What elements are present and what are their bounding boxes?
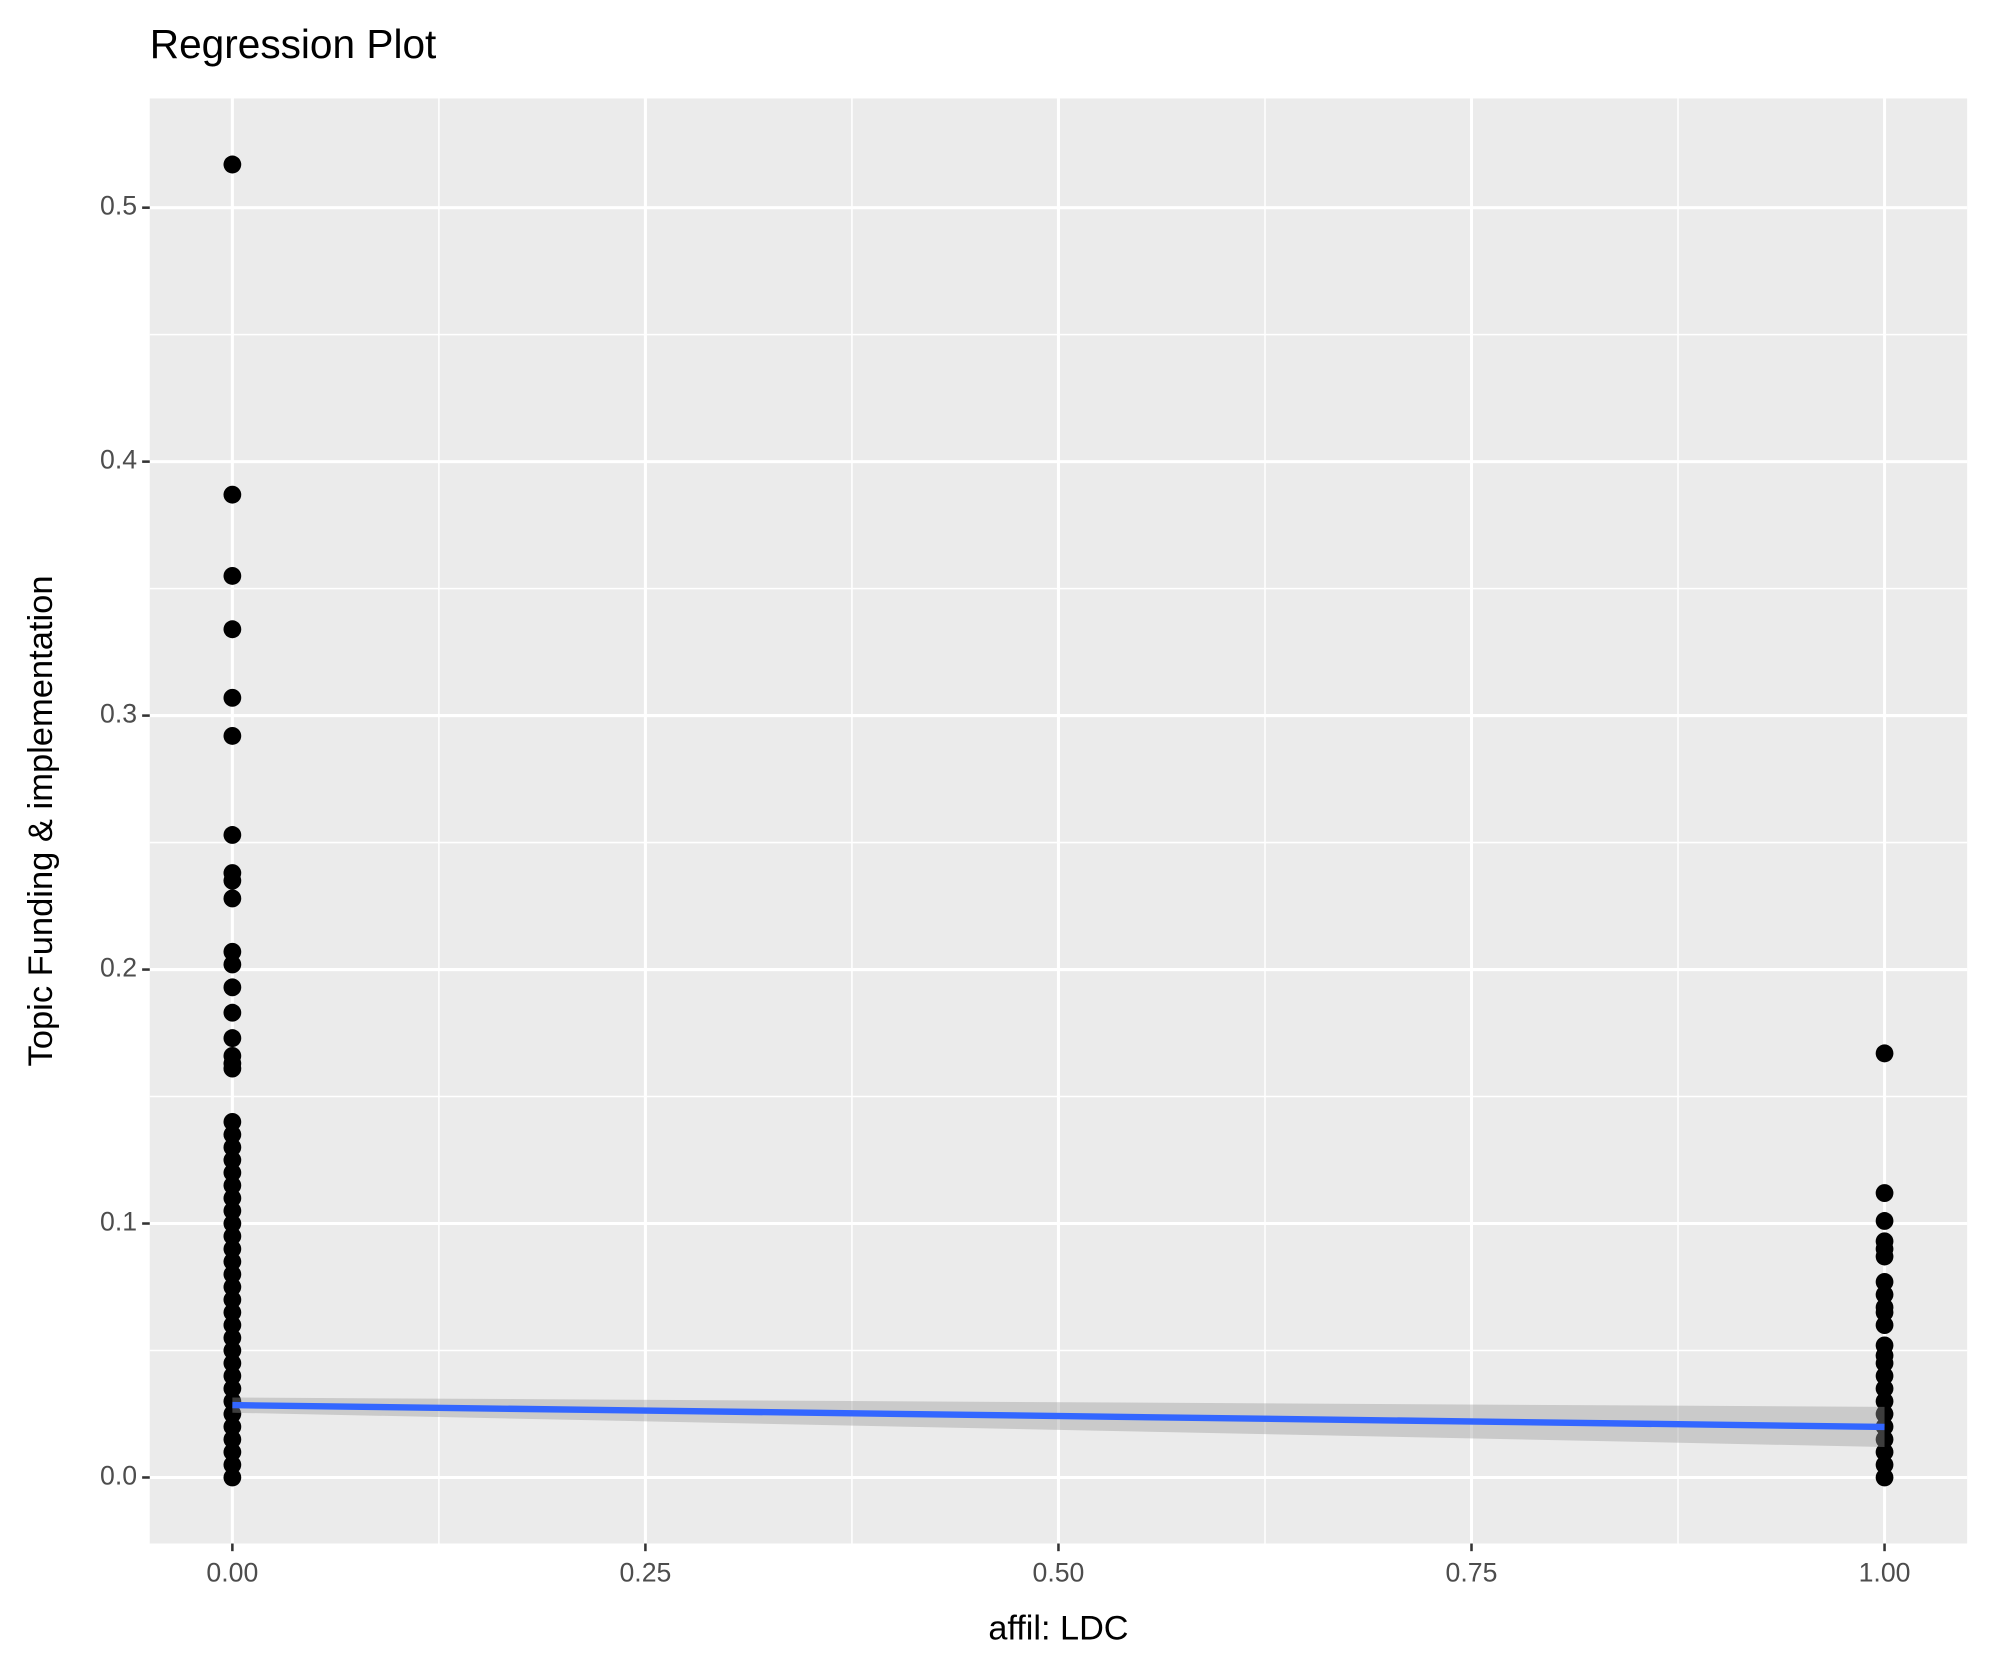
x-tick-label: 0.00 (206, 1557, 258, 1587)
point (223, 1252, 242, 1271)
point (223, 1151, 242, 1169)
point (223, 1138, 242, 1157)
point (223, 826, 242, 844)
point (223, 1443, 242, 1462)
point (223, 1430, 242, 1449)
point (1875, 1272, 1894, 1291)
point (223, 1341, 242, 1360)
point (1875, 1443, 1894, 1462)
point (223, 1029, 242, 1048)
point (223, 1227, 242, 1246)
point (223, 485, 242, 504)
point (1875, 1212, 1894, 1230)
x-tick-label: 0.75 (1446, 1557, 1498, 1587)
point (223, 1239, 242, 1258)
point (223, 1366, 242, 1385)
point (223, 1189, 242, 1208)
point (223, 1455, 242, 1474)
point (223, 688, 242, 707)
point (1875, 1430, 1894, 1449)
point (223, 1163, 242, 1182)
point (223, 1328, 242, 1347)
x-axis-title: affil: LDC (988, 1609, 1128, 1647)
point (1875, 1379, 1894, 1398)
y-tick-label: 0.2 (100, 953, 137, 983)
point (223, 1379, 242, 1398)
point (223, 942, 242, 961)
point (223, 889, 242, 908)
point (223, 1112, 242, 1131)
point (1875, 1285, 1894, 1304)
y-tick-label: 0.0 (100, 1460, 137, 1490)
point (223, 1278, 242, 1296)
y-tick-label: 0.3 (100, 699, 137, 729)
y-tick-label: 0.5 (100, 191, 137, 221)
point (223, 726, 242, 745)
point (223, 1201, 242, 1220)
point (223, 1290, 242, 1309)
point (223, 871, 242, 890)
point (1875, 1405, 1894, 1423)
point (223, 1125, 242, 1144)
point (1875, 1184, 1894, 1202)
point (223, 1405, 242, 1423)
point (223, 1468, 242, 1487)
point (223, 1316, 242, 1335)
point (1875, 1366, 1894, 1385)
y-tick-label: 0.1 (100, 1207, 137, 1237)
point (223, 955, 242, 974)
point (1875, 1316, 1894, 1335)
point (1875, 1044, 1894, 1063)
regression-line (232, 1401, 1885, 1431)
point (223, 620, 242, 639)
y-tick-label: 0.4 (100, 445, 137, 475)
point (223, 155, 242, 174)
point (1875, 1354, 1894, 1373)
x-tick-label: 0.25 (619, 1557, 671, 1587)
x-tick-label: 0.50 (1033, 1557, 1085, 1587)
point (1875, 1247, 1894, 1266)
point (223, 1003, 242, 1022)
point (223, 1303, 242, 1322)
point (223, 1176, 242, 1195)
point (1875, 1392, 1894, 1411)
point (1875, 1303, 1894, 1322)
point (223, 566, 242, 585)
point (223, 1354, 242, 1373)
x-tick-label: 1.00 (1859, 1557, 1911, 1587)
point (1875, 1455, 1894, 1474)
point (1875, 1468, 1894, 1487)
point (223, 1059, 242, 1078)
point (223, 1214, 242, 1233)
chart-title: Regression Plot (150, 21, 437, 67)
point (223, 1417, 242, 1436)
point (223, 1265, 242, 1284)
y-axis-title: Topic Funding & implementation (22, 575, 60, 1066)
point (223, 978, 242, 997)
